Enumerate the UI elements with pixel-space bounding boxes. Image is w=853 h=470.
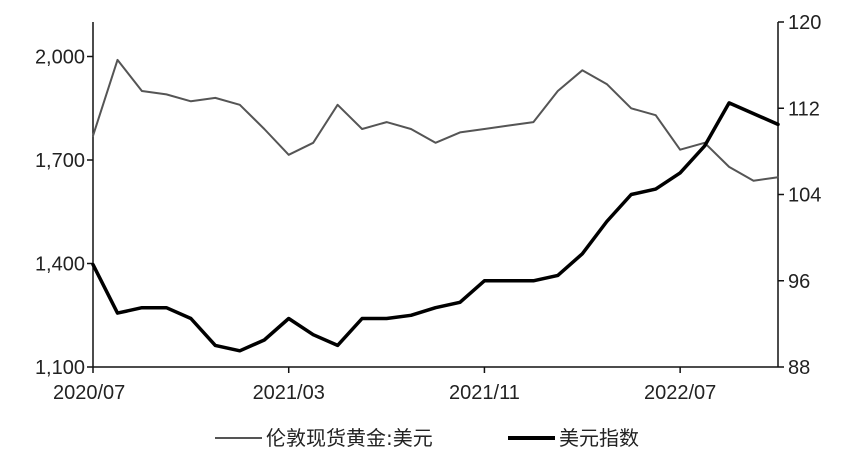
y-left-tick-label: 2,000 [35,47,85,69]
series-line-dollar-index [91,101,780,353]
x-tick-label: 2020/07 [53,382,125,404]
y-left-tick-label: 1,400 [35,254,85,276]
series-layer [91,58,780,353]
y-right-tick-label: 120 [788,12,821,34]
y-right-tick-label: 96 [788,271,810,293]
y-right-tick-label: 88 [788,357,810,379]
legend: 伦敦现货黄金:美元 美元指数 [215,426,639,450]
x-tick-label: 2021/03 [253,382,325,404]
y-left-tick-label: 1,100 [35,357,85,379]
y-right-tick-label: 104 [788,185,821,207]
y-left-tick-label: 1,700 [35,150,85,172]
x-tick-label: 2022/07 [644,382,716,404]
series-line-gold [92,58,779,182]
axes-group: 1,100 1,400 1,700 2,000 88 96 104 112 120 2020/07… [35,12,821,404]
y-right-tick-label: 112 [788,98,820,120]
x-tick-label: 2021/11 [449,382,520,404]
legend-label-gold: 伦敦现货黄金:美元 [266,426,433,450]
legend-label-dollar-index: 美元指数 [559,426,639,450]
